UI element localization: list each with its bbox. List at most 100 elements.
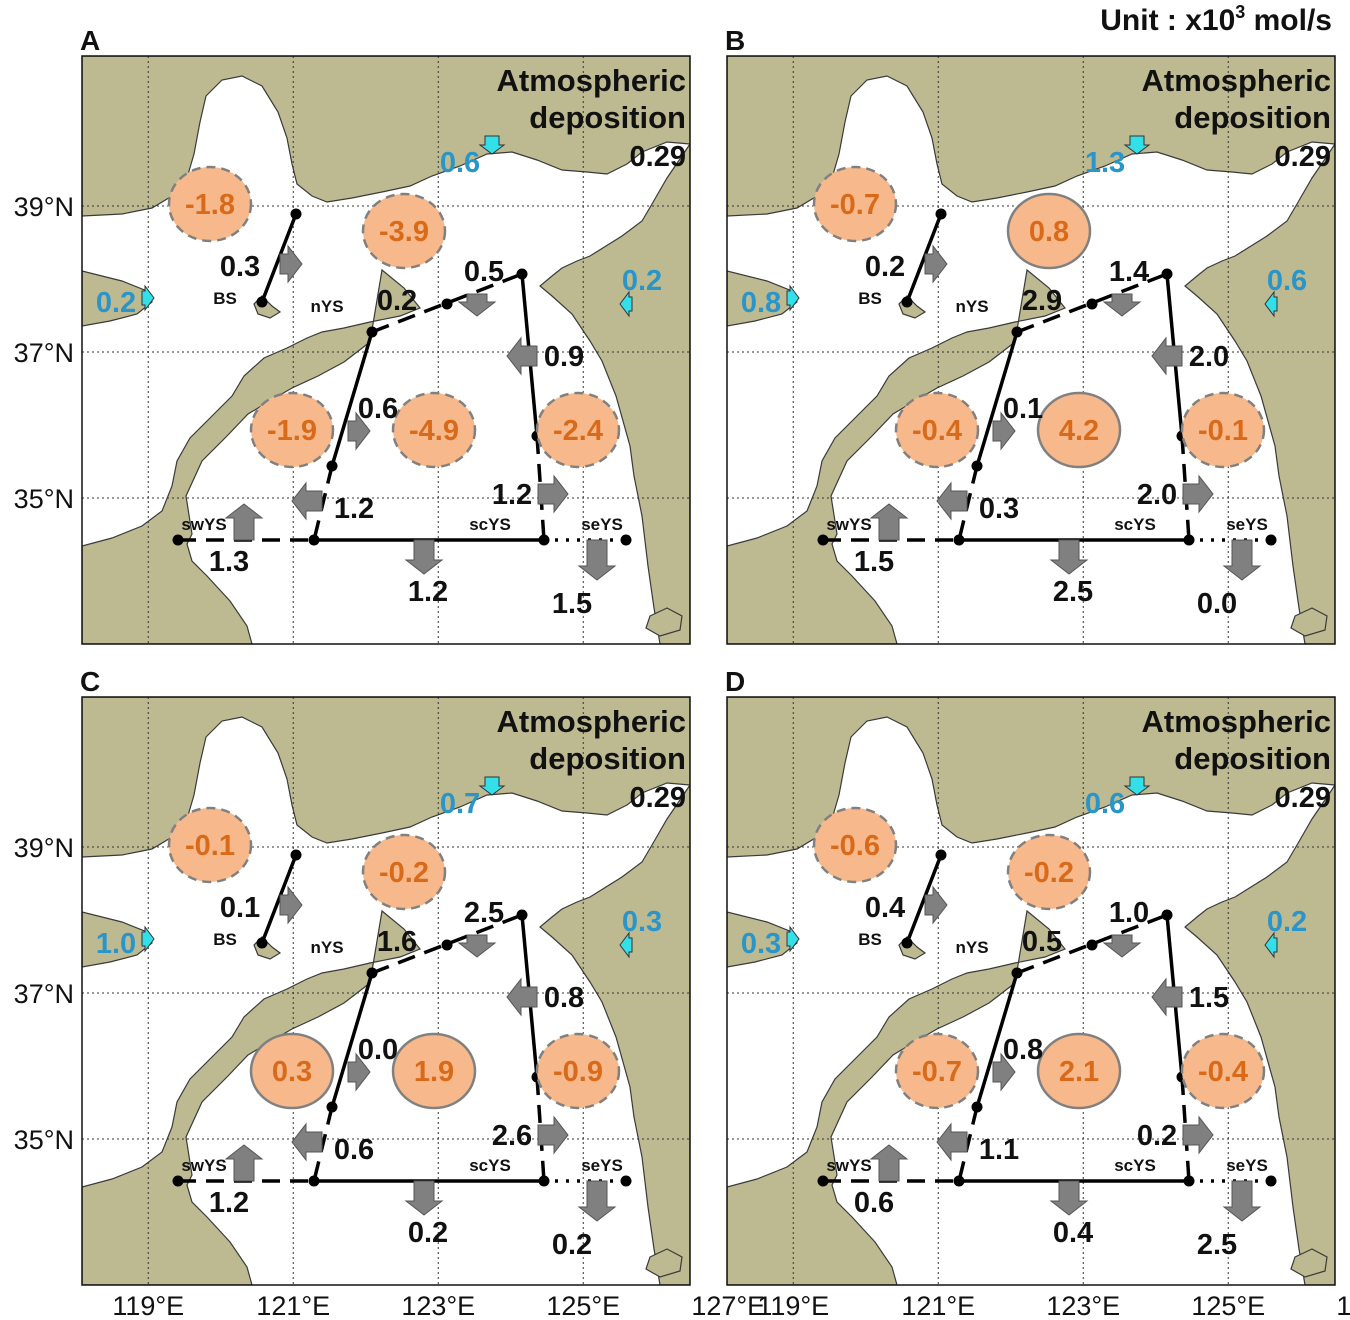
atmos-label-line1: Atmospheric — [497, 63, 686, 98]
coastline — [727, 268, 1066, 644]
flux-arrow-nys-south — [457, 934, 497, 958]
river-value-north: 1.3 — [1085, 147, 1125, 179]
budget-value-swys: -0.4 — [912, 415, 962, 447]
region-label-scys: scYS — [1114, 515, 1156, 534]
flux-value-sc-south: 2.5 — [1053, 576, 1093, 608]
flux-value-sw-sc-low: 1.1 — [979, 1134, 1019, 1166]
flux-arrow-sw-south — [869, 503, 909, 541]
flux-value-bs-nys-w: 0.5 — [1022, 926, 1062, 958]
region-label-bs: BS — [858, 289, 882, 308]
lon-tick-label: 121°E — [901, 1291, 975, 1320]
region-label-bs: BS — [213, 930, 237, 949]
atmos-label-line2: deposition — [1174, 741, 1331, 776]
flux-value-east-upper: 0.8 — [544, 982, 584, 1014]
section-sw-sc-lower — [957, 1106, 979, 1182]
section-node — [538, 534, 550, 546]
section-bs-nys — [905, 213, 943, 303]
flux-arrow-sc-south — [1049, 1180, 1089, 1216]
section-node — [441, 298, 453, 310]
flux-arrow-nys-south — [1102, 293, 1142, 317]
flux-arrow-sc-south — [404, 539, 444, 575]
river-value-west: 0.8 — [741, 287, 781, 319]
budget-value-nys: 0.8 — [1029, 216, 1069, 248]
river-arrow-east — [619, 290, 633, 318]
budget-oval-bs — [812, 806, 898, 884]
section-node — [953, 534, 965, 546]
section-node — [935, 208, 947, 220]
flux-arrow-nys-south — [1102, 934, 1142, 958]
section-node — [1265, 534, 1277, 546]
flux-arrow-east-upper — [1151, 336, 1183, 376]
flux-arrow-bs-nys — [279, 885, 303, 925]
budget-oval-swys — [894, 391, 980, 469]
section-east-lower — [535, 1076, 546, 1182]
map-area — [727, 56, 1335, 644]
flux-value-sw-south: 1.3 — [209, 546, 249, 578]
region-label-scys: scYS — [1114, 1156, 1156, 1175]
lon-tick-label: 125°E — [1191, 1291, 1265, 1320]
coastline — [645, 607, 683, 637]
panel-b: BS nYS swYS scYS seYS -0.7 0.8 -0.4 4.2 -0.1 0.2 2.… — [726, 55, 1336, 645]
region-label-nys: nYS — [955, 297, 988, 316]
flux-arrow-bs-nys — [924, 885, 948, 925]
flux-arrow-east-upper — [506, 977, 538, 1017]
flux-value-sc-south: 0.4 — [1053, 1217, 1093, 1249]
lat-tick-label: 37°N — [14, 338, 74, 368]
coastline — [539, 783, 690, 1285]
coastline — [1290, 607, 1328, 637]
coastline — [1184, 142, 1335, 644]
lat-tick-label: 37°N — [14, 979, 74, 1009]
section-node — [1086, 298, 1098, 310]
river-value-north: 0.6 — [1085, 788, 1125, 820]
section-sw-sc — [330, 331, 374, 467]
section-node — [971, 460, 983, 472]
section-node — [172, 1175, 184, 1187]
flux-arrow-sw-sc-lower — [936, 481, 968, 521]
budget-value-seys: -0.1 — [1198, 415, 1248, 447]
river-value-east: 0.2 — [1267, 906, 1307, 938]
flux-value-se-south: 0.2 — [552, 1229, 592, 1261]
flux-value-nys-ne: 1.0 — [1109, 897, 1149, 929]
budget-oval-seys — [535, 391, 621, 469]
region-label-seys: seYS — [1226, 1156, 1268, 1175]
lat-tick-label: 39°N — [14, 192, 74, 222]
coastline — [82, 909, 421, 1285]
lat-tick-label: 35°N — [14, 1125, 74, 1155]
flux-value-bs-nys: 0.2 — [865, 251, 905, 283]
section-node — [1161, 909, 1173, 921]
flux-value-nys-ne: 0.5 — [464, 256, 504, 288]
river-arrow-east — [1264, 290, 1278, 318]
section-node — [308, 1175, 320, 1187]
section-node — [971, 1101, 983, 1113]
map-area — [82, 56, 690, 644]
section-node — [1011, 326, 1023, 338]
flux-arrow-se-south — [1222, 539, 1262, 581]
section-node — [817, 1175, 829, 1187]
flux-arrow-sw-south — [869, 1144, 909, 1182]
section-node — [326, 460, 338, 472]
map-frame — [81, 55, 691, 645]
region-label-seys: seYS — [581, 1156, 623, 1175]
atmos-label-line1: Atmospheric — [1142, 63, 1331, 98]
budget-value-swys: -1.9 — [267, 415, 317, 447]
flux-arrow-sw-sc — [347, 411, 371, 451]
budget-oval-swys — [249, 391, 335, 469]
region-label-bs: BS — [213, 289, 237, 308]
flux-arrow-sw-sc — [347, 1052, 371, 1092]
budget-oval-bs — [167, 806, 253, 884]
budget-oval-nys — [1006, 833, 1092, 911]
budget-value-bs: -0.1 — [185, 830, 235, 862]
flux-arrow-sc-se — [537, 1115, 569, 1155]
section-node — [1183, 1175, 1195, 1187]
flux-arrow-sw-sc — [992, 1052, 1016, 1092]
atmos-value: 0.29 — [1275, 782, 1331, 814]
flux-arrow-east-upper — [1151, 977, 1183, 1017]
atmos-label-line2: deposition — [529, 100, 686, 135]
unit-label: Unit : x103 mol/s — [1100, 2, 1332, 37]
budget-oval-bs — [812, 165, 898, 243]
river-arrow-west — [141, 925, 155, 953]
flux-value-sc-south: 0.2 — [408, 1217, 448, 1249]
flux-arrow-bs-nys — [924, 244, 948, 284]
region-label-nys: nYS — [310, 297, 343, 316]
budget-oval-seys — [1180, 391, 1266, 469]
